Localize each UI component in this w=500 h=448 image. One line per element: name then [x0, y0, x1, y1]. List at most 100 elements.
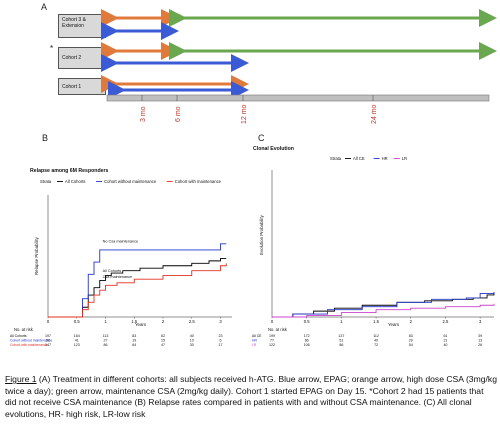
cohort-2-label: Cohort 2: [62, 55, 82, 61]
tick-12-mo: 12 mo: [241, 104, 248, 124]
timeline-bar: [106, 94, 490, 102]
risk-row-label: LR: [252, 343, 257, 347]
risk-value: 66: [305, 339, 309, 343]
series-line-lr: [272, 303, 495, 318]
risk-value: 51: [339, 339, 343, 343]
risk-value: 147: [45, 343, 51, 347]
risk-value: 172: [304, 334, 310, 338]
risk-row-label: All CE: [252, 334, 262, 338]
risk-row-label: Cohort with maintenance: [10, 343, 48, 347]
risk-value: 113: [103, 334, 109, 338]
risk-value: 137: [338, 334, 344, 338]
series-line-all-cohorts: [48, 257, 227, 318]
chart-c-legend-label: Strata: [330, 156, 342, 161]
tick-3-mo: 3 mo: [140, 106, 147, 122]
risk-value: 40: [190, 334, 194, 338]
risk-value: 64: [132, 343, 136, 347]
cohort-3-box: Cohort 3 & Extension: [58, 14, 106, 38]
risk-value: 122: [269, 343, 275, 347]
risk-value: 30: [190, 343, 194, 347]
cohort-2-marker: *: [50, 44, 54, 53]
cohort-3-label: Cohort 3 & Extension: [62, 17, 86, 29]
risk-value: 86: [339, 343, 343, 347]
x-tick-label: 2.5: [189, 319, 195, 324]
risk-value: 54: [409, 343, 413, 347]
risk-value: 29: [409, 339, 413, 343]
risk-value: 40: [443, 343, 447, 347]
risk-row-label: HR: [252, 339, 257, 343]
tick-6-mo: 6 mo: [175, 106, 182, 122]
risk-value: 10: [190, 339, 194, 343]
legend-entry: Cohort without maintenance: [104, 179, 157, 184]
risk-value: 106: [304, 343, 310, 347]
risk-row-label: All Cohorts: [10, 334, 27, 338]
x-tick-label: 2: [410, 319, 413, 324]
chart-b-title: Relapse among 6M Responders: [30, 168, 109, 174]
series-line-all-ce: [272, 293, 495, 318]
x-tick-label: 2: [162, 319, 165, 324]
legend-entry: Cohort with maintenance: [175, 179, 222, 184]
risk-value: 21: [443, 339, 447, 343]
treatment-timeline: 3 mo 6 mo 12 mo 24 mo: [101, 9, 497, 124]
risk-value: 112: [373, 334, 379, 338]
panel-b-letter: B: [42, 133, 49, 143]
x-tick-label: 1.5: [373, 319, 379, 324]
risk-value: 6: [220, 339, 222, 343]
relapse-chart: Relapse among 6M Responders Strata Relap…: [10, 168, 232, 347]
series-line-hr: [272, 292, 495, 318]
figure-label: Figure 1: [5, 374, 37, 384]
risk-value: 83: [132, 334, 136, 338]
x-tick-label: 0.5: [74, 319, 80, 324]
risk-value: 17: [219, 343, 223, 347]
chart-b-ylabel: Relapse Probability: [34, 236, 39, 275]
risk-value: 23: [219, 334, 223, 338]
series-annotation: Csa maintenance: [103, 275, 133, 279]
series-line-cohort-without-maintenance: [48, 243, 227, 318]
risk-value: 61: [443, 334, 447, 338]
clonal-evolution-chart: Clonal Evolution Strata Evolution Probab…: [252, 146, 495, 347]
legend-entry: All CE: [353, 156, 365, 161]
chart-b-legend-label: Strata: [40, 179, 52, 184]
risk-value: 13: [478, 339, 482, 343]
risk-value: 27: [104, 339, 108, 343]
series-annotation: No Csa maintenance: [103, 240, 138, 244]
tick-24-mo: 24 mo: [371, 104, 378, 124]
chart-c-ylabel: Evolution Probability: [259, 214, 264, 255]
risk-value: 123: [74, 343, 80, 347]
risk-value: 164: [74, 334, 80, 338]
x-tick-label: 1: [340, 319, 343, 324]
x-tick-label: 0.5: [304, 319, 310, 324]
figure-caption: Figure 1 (A) Treatment in different coho…: [5, 374, 497, 420]
risk-value: 40: [374, 339, 378, 343]
risk-value: 86: [104, 343, 108, 347]
caption-text: (A) Treatment in different cohorts: all …: [5, 374, 497, 419]
risk-value: 83: [409, 334, 413, 338]
legend-entry: All Cohorts: [65, 179, 85, 184]
risk-value: 41: [75, 339, 79, 343]
panel-c-letter: C: [258, 133, 265, 143]
x-tick-label: 3: [479, 319, 482, 324]
risk-value: 72: [374, 343, 378, 347]
series-annotation: All Cohorts: [103, 269, 122, 273]
series-line-cohort-with-maintenance: [48, 263, 227, 318]
risk-value: 199: [269, 334, 275, 338]
x-tick-label: 0: [271, 319, 274, 324]
risk-value: 47: [161, 343, 165, 347]
x-tick-label: 3: [219, 319, 222, 324]
cohort-1-label: Cohort 1: [62, 84, 82, 90]
chart-c-title: Clonal Evolution: [253, 146, 294, 152]
risk-value: 197: [45, 334, 51, 338]
x-tick-label: 2.5: [443, 319, 449, 324]
risk-value: 15: [161, 339, 165, 343]
chart-c-xlabel: Years: [388, 322, 400, 327]
risk-value: 19: [132, 339, 136, 343]
risk-value: 39: [478, 334, 482, 338]
risk-value: 50: [46, 339, 50, 343]
legend-entry: LR: [402, 156, 407, 161]
chart-b-xlabel: Years: [135, 322, 147, 327]
x-tick-label: 1.5: [131, 319, 137, 324]
risk-value: 26: [478, 343, 482, 347]
risk-value: 77: [270, 339, 274, 343]
risk-value: 62: [161, 334, 165, 338]
chart-b-risk-label: No. at risk: [14, 327, 34, 332]
